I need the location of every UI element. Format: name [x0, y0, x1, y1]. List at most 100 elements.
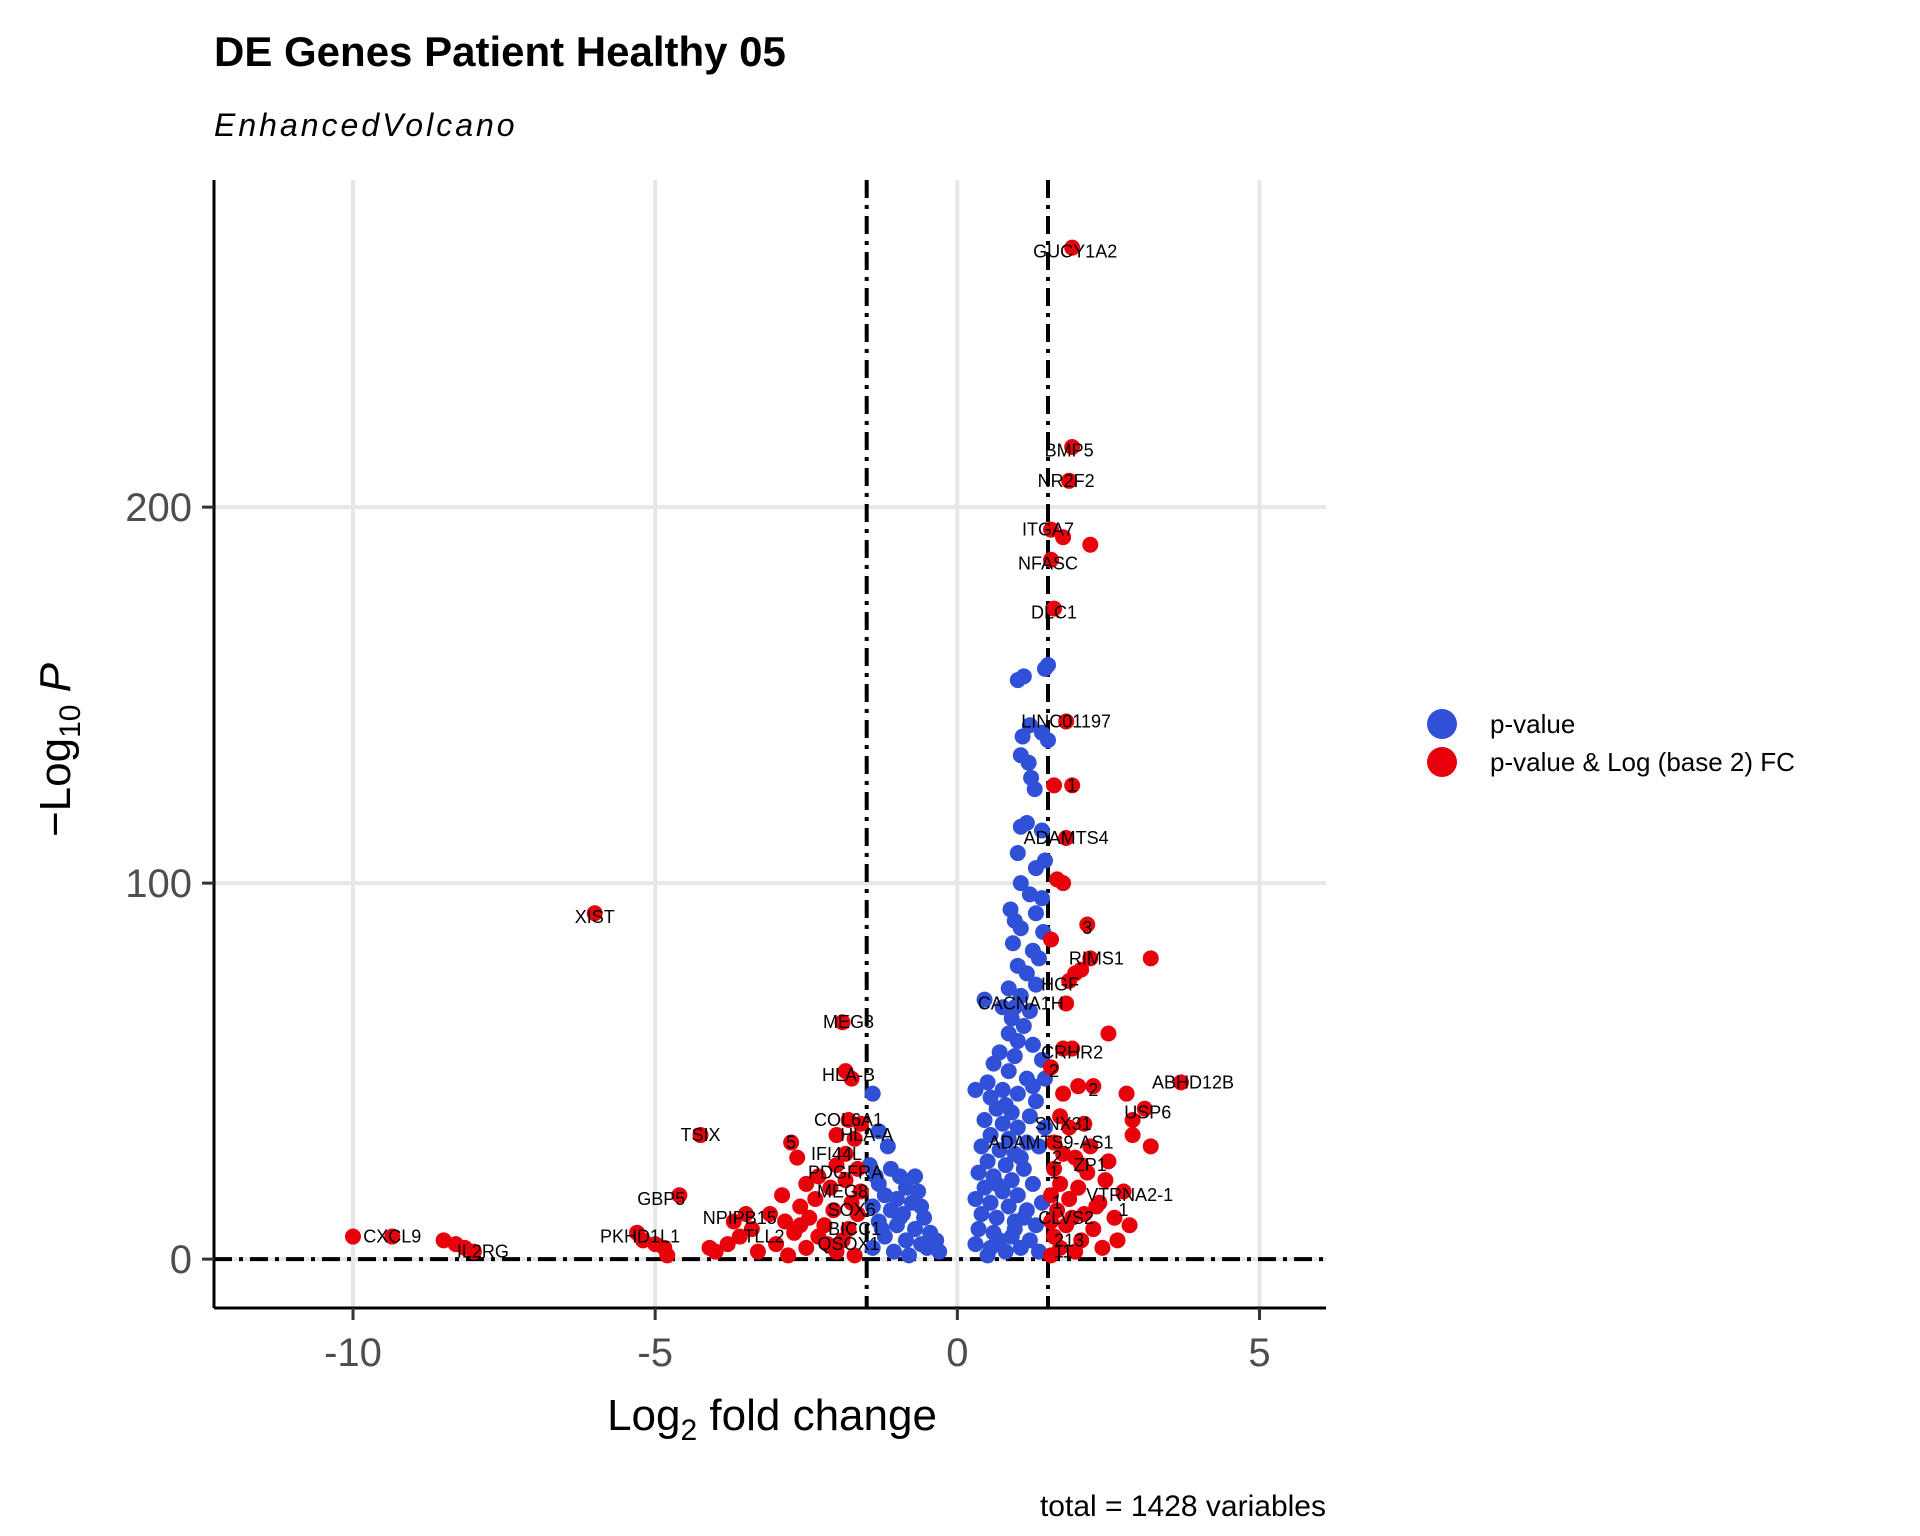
point-pvalue-63 [1018, 1134, 1035, 1151]
point-fc-88 [807, 1190, 824, 1207]
gene-label-7: 1 [1067, 775, 1077, 795]
point-pvalue-62 [1000, 1130, 1017, 1147]
point-fc-53 [1106, 1209, 1123, 1226]
point-pvalue-15 [1009, 845, 1026, 862]
point-fc-62 [1067, 1243, 1084, 1260]
gene-label-33: HLA-A [840, 1125, 893, 1145]
point-pvalue-119 [864, 1198, 881, 1215]
point-pvalue-132 [901, 1247, 917, 1264]
gene-label-34: TSIX [680, 1125, 720, 1145]
gene-label-39: GBP5 [637, 1189, 685, 1209]
point-fc-56 [1085, 1221, 1102, 1238]
point-fc-73 [852, 1115, 869, 1132]
gene-label-40: SOX6 [828, 1200, 876, 1220]
point-fc-127 [659, 1247, 676, 1264]
point-fc-22 [1100, 1025, 1117, 1042]
point-fc-35 [1124, 1127, 1141, 1144]
gene-label-6: LINC01197 [1021, 711, 1111, 731]
point-pvalue-106 [864, 1085, 881, 1102]
gene-label-2: NR2F2 [1038, 471, 1095, 491]
point-pvalue-52 [967, 1081, 984, 1098]
point-pvalue-137 [910, 1183, 927, 1200]
gene-label-42: BICC1 [828, 1219, 881, 1239]
point-pvalue-75 [976, 1179, 993, 1196]
point-pvalue-65 [991, 1142, 1008, 1159]
point-fc-81 [849, 1160, 866, 1177]
gene-label-20: 2 [1052, 1148, 1062, 1168]
point-fc-36 [1046, 1134, 1063, 1151]
gene-label-25: 1 [1119, 1200, 1129, 1220]
caption-total: total = 1428 variables [1040, 1490, 1326, 1523]
chart-title: DE Genes Patient Healthy 05 [214, 28, 786, 75]
point-pvalue-139 [931, 1243, 948, 1260]
point-pvalue-73 [1003, 1172, 1020, 1189]
point-fc-93 [849, 1206, 866, 1222]
point-fc-41 [1100, 1153, 1117, 1170]
point-fc-123 [465, 1243, 482, 1260]
point-fc-103 [768, 1236, 785, 1253]
point-fc-39 [1055, 1145, 1072, 1162]
point-fc-34 [1076, 1115, 1093, 1132]
gene-label-36: IFI44L [811, 1144, 862, 1164]
point-pvalue-97 [1006, 1221, 1023, 1238]
point-pvalue-85 [1027, 1217, 1044, 1234]
point-pvalue-49 [979, 1074, 996, 1091]
gene-label-18: SNX31 [1035, 1114, 1092, 1134]
point-pvalue-93 [1012, 1239, 1029, 1256]
point-fc-67 [1073, 1157, 1090, 1174]
point-fc-97 [743, 1221, 760, 1238]
point-pvalue-41 [1009, 1033, 1026, 1050]
point-fc-18 [1073, 961, 1090, 978]
point-fc-19 [1142, 950, 1159, 967]
legend: p-value p-value & Log (base 2) FC [1427, 709, 1795, 777]
point-fc-10 [1064, 777, 1081, 794]
point-pvalue-44 [1006, 1048, 1023, 1065]
point-pvalue-102 [1036, 1119, 1053, 1136]
y-tick-label-2: 200 [125, 486, 192, 530]
point-pvalue-39 [1015, 1018, 1032, 1034]
point-pvalue-130 [864, 1239, 881, 1256]
point-fc-11 [1058, 830, 1075, 846]
point-fc-3 [1043, 521, 1060, 538]
point-fc-77 [692, 1127, 709, 1144]
y-tick-label-0: 0 [170, 1238, 192, 1282]
point-pvalue-96 [991, 1232, 1008, 1249]
point-fc-32 [1124, 1112, 1141, 1128]
gene-label-9: 3 [1082, 918, 1092, 938]
point-pvalue-74 [1024, 1175, 1041, 1192]
point-pvalue-31 [1000, 980, 1017, 997]
point-fc-6 [1043, 551, 1060, 568]
point-pvalue-135 [873, 1221, 890, 1238]
point-fc-91 [825, 1202, 842, 1219]
point-pvalue-79 [982, 1194, 999, 1211]
point-fc-71 [843, 1070, 860, 1087]
point-pvalue-112 [907, 1168, 924, 1185]
gene-label-19: ADAMTS9-AS1 [988, 1133, 1113, 1153]
point-pvalue-3 [1040, 657, 1056, 674]
point-fc-113 [737, 1206, 754, 1222]
point-pvalue-26 [1004, 935, 1021, 952]
point-fc-65 [1064, 1209, 1081, 1226]
gene-label-1: BMP5 [1045, 441, 1094, 461]
y-tick-label-1: 100 [125, 862, 192, 906]
point-fc-111 [701, 1239, 718, 1256]
point-fc-85 [822, 1179, 839, 1196]
point-pvalue-98 [1015, 1209, 1032, 1226]
legend-label-0: p-value [1490, 709, 1575, 739]
point-pvalue-20 [1033, 890, 1050, 907]
legend-key-0 [1427, 709, 1457, 739]
point-fc-24 [1064, 1040, 1081, 1057]
point-pvalue-33 [1027, 976, 1044, 993]
point-fc-68 [1055, 1085, 1072, 1102]
gene-label-3: ITGA7 [1022, 520, 1074, 540]
axes [202, 180, 1326, 1320]
point-fc-46 [1070, 1179, 1087, 1196]
point-fc-119 [384, 1228, 401, 1245]
x-axis-label: Log2 fold change [607, 1391, 937, 1447]
point-pvalue-9 [1040, 732, 1056, 749]
point-fc-0 [1064, 239, 1081, 256]
point-pvalue-18 [1012, 875, 1029, 892]
point-pvalue-122 [916, 1209, 933, 1226]
point-fc-63 [1094, 1239, 1111, 1256]
